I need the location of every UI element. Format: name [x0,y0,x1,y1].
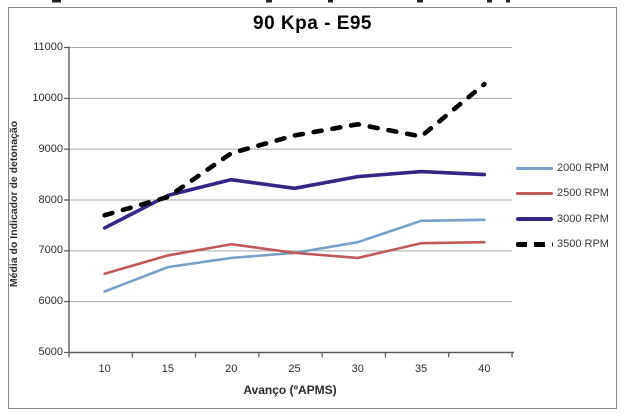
legend-label: 2000 RPM [557,162,609,174]
y-tick-label: 11000 [33,41,63,53]
y-tick-label: 10000 [32,91,63,104]
legend-item-3500-rpm: 3500 RPM [516,235,609,253]
legend-line-swatch [516,216,553,221]
cropped-caption-remnant [506,0,510,3]
legend-label: 2500 RPM [557,187,609,200]
cropped-caption-remnant [266,0,272,3]
x-tick-label: 25 [288,363,301,375]
legend-label: 3500 RPM [557,238,609,251]
y-tick-label: 8000 [38,193,63,206]
cropped-caption-remnant [487,0,492,3]
y-tick-label: 7000 [38,244,63,257]
x-tick-label: 30 [351,363,364,375]
cropped-caption-remnant [328,0,333,3]
y-tick-label: 5000 [38,346,63,358]
series-line-3500-rpm [102,81,487,218]
x-tick-label: 10 [98,363,111,375]
legend-item-2500-rpm: 2500 RPM [516,184,609,202]
x-tick-label: 15 [161,363,175,375]
y-tick-label: 9000 [38,142,63,155]
legend-label: 3000 RPM [557,212,609,225]
cropped-caption-remnant [52,0,61,3]
legend-line-swatch [516,191,553,195]
x-tick-label: 20 [225,363,238,375]
series-line-2000-rpm [103,218,486,293]
chart-title: 90 Kpa - E95 [253,13,372,34]
series-line-2500-rpm [103,240,486,276]
cropped-caption-remnant [417,0,423,3]
legend-item-3000-rpm: 3000 RPM [516,210,609,228]
chart-frame [8,7,617,409]
legend-line-swatch [516,241,553,247]
y-tick-label: 6000 [38,295,63,308]
x-tick-label: 40 [478,363,491,375]
x-tick-label: 35 [414,363,428,375]
x-axis-title: Avanço (ºAPMS) [243,383,337,397]
legend-line-swatch [516,166,553,170]
legend-item-2000-rpm: 2000 RPM [516,159,609,177]
y-axis-title: Média do Indicador de detonação [8,120,20,288]
